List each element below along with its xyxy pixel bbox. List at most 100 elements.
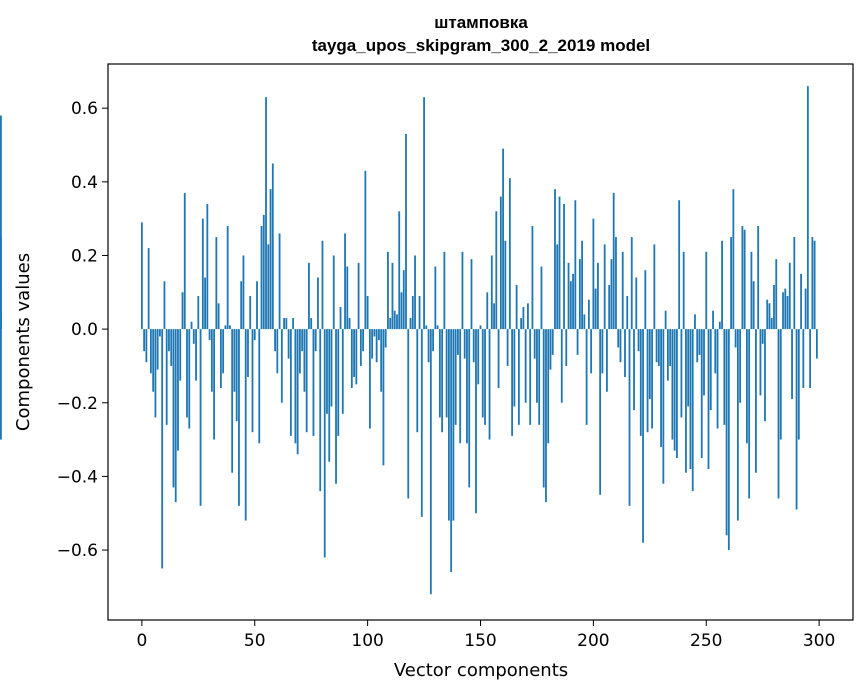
bar <box>400 292 403 330</box>
bar <box>660 329 663 447</box>
bar <box>657 329 660 366</box>
bar <box>314 329 317 352</box>
bar <box>416 329 419 433</box>
bar <box>368 329 371 429</box>
bar <box>253 329 256 341</box>
bar <box>335 329 337 484</box>
bar <box>630 237 633 330</box>
bar <box>651 329 653 429</box>
bar <box>578 259 581 330</box>
bar <box>813 240 816 330</box>
bar <box>770 318 773 330</box>
bar <box>188 329 191 429</box>
bar <box>624 329 626 377</box>
bar <box>294 329 297 444</box>
bar <box>689 329 692 470</box>
y-tick-label: −0.6 <box>57 541 98 561</box>
bar <box>680 329 683 418</box>
bar <box>709 329 712 411</box>
bar <box>759 329 762 396</box>
y-tick-label: 0.2 <box>71 246 98 266</box>
bar <box>793 237 796 330</box>
bar <box>276 329 279 374</box>
bar <box>475 329 477 514</box>
x-axis-ticks: 0 50 100 150 200 250 300 <box>136 620 835 651</box>
bar <box>499 196 502 330</box>
bar <box>240 281 243 330</box>
bar <box>800 273 802 330</box>
bar <box>797 329 800 440</box>
bar <box>321 240 324 330</box>
bar <box>486 292 489 330</box>
bar <box>565 329 568 366</box>
bar <box>533 329 536 359</box>
bar <box>434 266 437 330</box>
bar <box>312 329 315 436</box>
bar <box>249 295 252 330</box>
bar <box>409 318 412 330</box>
bar <box>233 329 236 392</box>
bar <box>143 329 146 352</box>
bar <box>285 318 288 330</box>
bar <box>208 329 211 341</box>
bar <box>224 325 227 330</box>
bar <box>283 318 285 330</box>
bar <box>346 266 349 330</box>
bar <box>179 329 182 381</box>
bar <box>479 325 482 330</box>
bar <box>477 329 480 385</box>
x-tick-label: 50 <box>244 631 266 651</box>
bar <box>481 329 484 418</box>
bar <box>508 178 511 330</box>
bar <box>411 295 414 330</box>
bar <box>452 329 455 521</box>
bar <box>730 237 732 330</box>
bar <box>527 303 529 330</box>
bar <box>727 329 730 551</box>
x-tick-label: 100 <box>351 631 383 651</box>
bar <box>671 329 674 440</box>
bar <box>265 97 267 330</box>
bar <box>238 329 240 506</box>
bar <box>642 329 644 543</box>
y-tick-label: 0.0 <box>71 320 98 340</box>
bar <box>576 329 579 355</box>
bar <box>423 97 425 330</box>
bar <box>617 329 620 348</box>
bar <box>497 329 500 389</box>
bar <box>581 240 583 330</box>
bar <box>391 262 394 330</box>
bar <box>393 310 396 330</box>
bar <box>639 329 642 436</box>
bar <box>326 329 328 414</box>
bar <box>696 329 699 363</box>
bar <box>673 329 676 451</box>
bar <box>310 318 313 330</box>
bar <box>687 329 690 407</box>
x-axis-label: Vector components <box>394 660 568 681</box>
bar <box>260 226 263 330</box>
bar <box>341 329 344 414</box>
bar <box>384 329 387 348</box>
bar <box>274 329 276 352</box>
bar <box>213 329 216 440</box>
chart-subtitle: tayga_upos_skipgram_300_2_2019 model <box>312 36 650 55</box>
bar <box>788 262 791 330</box>
bar <box>714 329 717 374</box>
bar <box>522 307 525 330</box>
bar <box>694 314 696 330</box>
y-tick-label: 0.4 <box>71 173 98 193</box>
bar <box>653 244 656 330</box>
bar <box>739 329 742 403</box>
bar <box>156 329 159 370</box>
bar <box>308 262 310 330</box>
bar <box>572 273 574 330</box>
bar <box>590 329 593 374</box>
y-axis-ticks: −0.6 −0.4 −0.2 0.0 0.2 0.4 0.6 <box>57 99 108 561</box>
bar <box>664 310 667 330</box>
bar <box>235 329 238 422</box>
bar <box>718 321 721 330</box>
bar <box>547 329 550 444</box>
bar <box>418 295 421 330</box>
bar <box>366 295 369 330</box>
